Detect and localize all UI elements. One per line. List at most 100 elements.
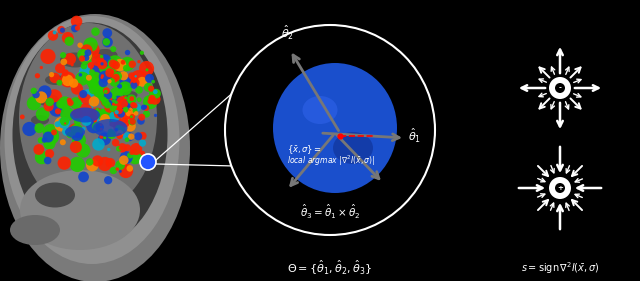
- Circle shape: [99, 65, 113, 80]
- Circle shape: [86, 159, 99, 171]
- Circle shape: [109, 105, 116, 112]
- Circle shape: [107, 106, 121, 120]
- Circle shape: [121, 60, 125, 65]
- Circle shape: [116, 75, 132, 90]
- Ellipse shape: [93, 119, 127, 137]
- Ellipse shape: [19, 23, 157, 213]
- Circle shape: [54, 117, 68, 132]
- Circle shape: [107, 130, 116, 139]
- Circle shape: [114, 59, 126, 71]
- Circle shape: [75, 25, 80, 31]
- Circle shape: [153, 89, 157, 94]
- Circle shape: [114, 103, 122, 111]
- Circle shape: [133, 104, 141, 112]
- Circle shape: [140, 151, 145, 156]
- Circle shape: [118, 143, 127, 153]
- Circle shape: [139, 139, 146, 147]
- Circle shape: [110, 46, 116, 52]
- Circle shape: [111, 61, 120, 70]
- Circle shape: [58, 96, 72, 110]
- Circle shape: [132, 108, 138, 113]
- Circle shape: [109, 104, 118, 112]
- Circle shape: [89, 108, 105, 124]
- Circle shape: [70, 124, 83, 136]
- Circle shape: [109, 78, 115, 84]
- Text: $\{\bar{x}, \sigma\} =$: $\{\bar{x}, \sigma\} =$: [287, 144, 322, 156]
- Circle shape: [131, 82, 138, 89]
- Circle shape: [100, 116, 116, 132]
- Circle shape: [43, 132, 54, 142]
- Circle shape: [77, 42, 83, 48]
- Circle shape: [70, 97, 82, 109]
- Circle shape: [99, 108, 113, 123]
- Circle shape: [109, 100, 118, 110]
- Circle shape: [129, 117, 132, 120]
- Circle shape: [102, 59, 118, 74]
- Ellipse shape: [93, 49, 118, 61]
- Circle shape: [43, 124, 58, 140]
- Circle shape: [113, 96, 116, 100]
- Circle shape: [127, 94, 136, 104]
- Circle shape: [108, 129, 114, 135]
- Circle shape: [120, 108, 132, 120]
- Circle shape: [70, 141, 82, 153]
- Circle shape: [115, 160, 125, 170]
- Circle shape: [101, 98, 109, 106]
- Circle shape: [36, 107, 49, 121]
- Ellipse shape: [65, 126, 85, 138]
- Circle shape: [137, 117, 145, 125]
- Circle shape: [113, 121, 124, 132]
- Circle shape: [93, 84, 108, 99]
- Circle shape: [141, 105, 147, 110]
- Circle shape: [129, 150, 134, 155]
- Circle shape: [129, 119, 136, 125]
- Circle shape: [81, 44, 93, 56]
- Circle shape: [56, 80, 62, 86]
- Circle shape: [44, 101, 54, 112]
- Circle shape: [70, 63, 74, 66]
- Circle shape: [49, 72, 54, 77]
- Circle shape: [138, 132, 147, 140]
- Circle shape: [48, 30, 58, 41]
- Ellipse shape: [20, 170, 140, 250]
- Circle shape: [131, 70, 146, 85]
- Circle shape: [140, 154, 156, 170]
- Circle shape: [51, 130, 57, 135]
- Circle shape: [130, 143, 142, 155]
- Text: $\hat{\theta}_3 = \hat{\theta}_1 \times \hat{\theta}_2$: $\hat{\theta}_3 = \hat{\theta}_1 \times …: [300, 203, 360, 221]
- Circle shape: [112, 103, 115, 106]
- Circle shape: [71, 129, 83, 141]
- Circle shape: [137, 60, 141, 63]
- Circle shape: [123, 107, 129, 112]
- Circle shape: [79, 65, 94, 80]
- Circle shape: [71, 83, 83, 95]
- Text: local argmax $|\nabla^2 I(\bar{x}, \sigma)|$: local argmax $|\nabla^2 I(\bar{x}, \sigm…: [287, 154, 375, 168]
- Circle shape: [132, 79, 136, 83]
- Circle shape: [46, 89, 62, 105]
- Circle shape: [118, 126, 125, 133]
- Circle shape: [98, 89, 111, 102]
- Circle shape: [103, 136, 106, 139]
- Circle shape: [64, 53, 76, 65]
- Circle shape: [138, 114, 145, 121]
- Circle shape: [149, 89, 157, 97]
- Text: $\hat{\theta}_1$: $\hat{\theta}_1$: [408, 127, 421, 145]
- Circle shape: [58, 157, 71, 170]
- Circle shape: [119, 71, 128, 80]
- Circle shape: [118, 164, 133, 178]
- Circle shape: [31, 88, 37, 94]
- Circle shape: [57, 26, 65, 34]
- Ellipse shape: [13, 22, 168, 248]
- Circle shape: [108, 58, 118, 69]
- Circle shape: [60, 72, 76, 87]
- Circle shape: [35, 73, 40, 78]
- Circle shape: [130, 115, 133, 118]
- Circle shape: [135, 86, 143, 94]
- Circle shape: [116, 133, 123, 139]
- Circle shape: [82, 89, 93, 101]
- Circle shape: [99, 118, 109, 129]
- Circle shape: [95, 108, 99, 112]
- Circle shape: [117, 110, 125, 118]
- Circle shape: [143, 95, 157, 109]
- Text: $\Theta = \{\hat{\theta}_1, \hat{\theta}_2, \hat{\theta}_3\}$: $\Theta = \{\hat{\theta}_1, \hat{\theta}…: [287, 259, 372, 277]
